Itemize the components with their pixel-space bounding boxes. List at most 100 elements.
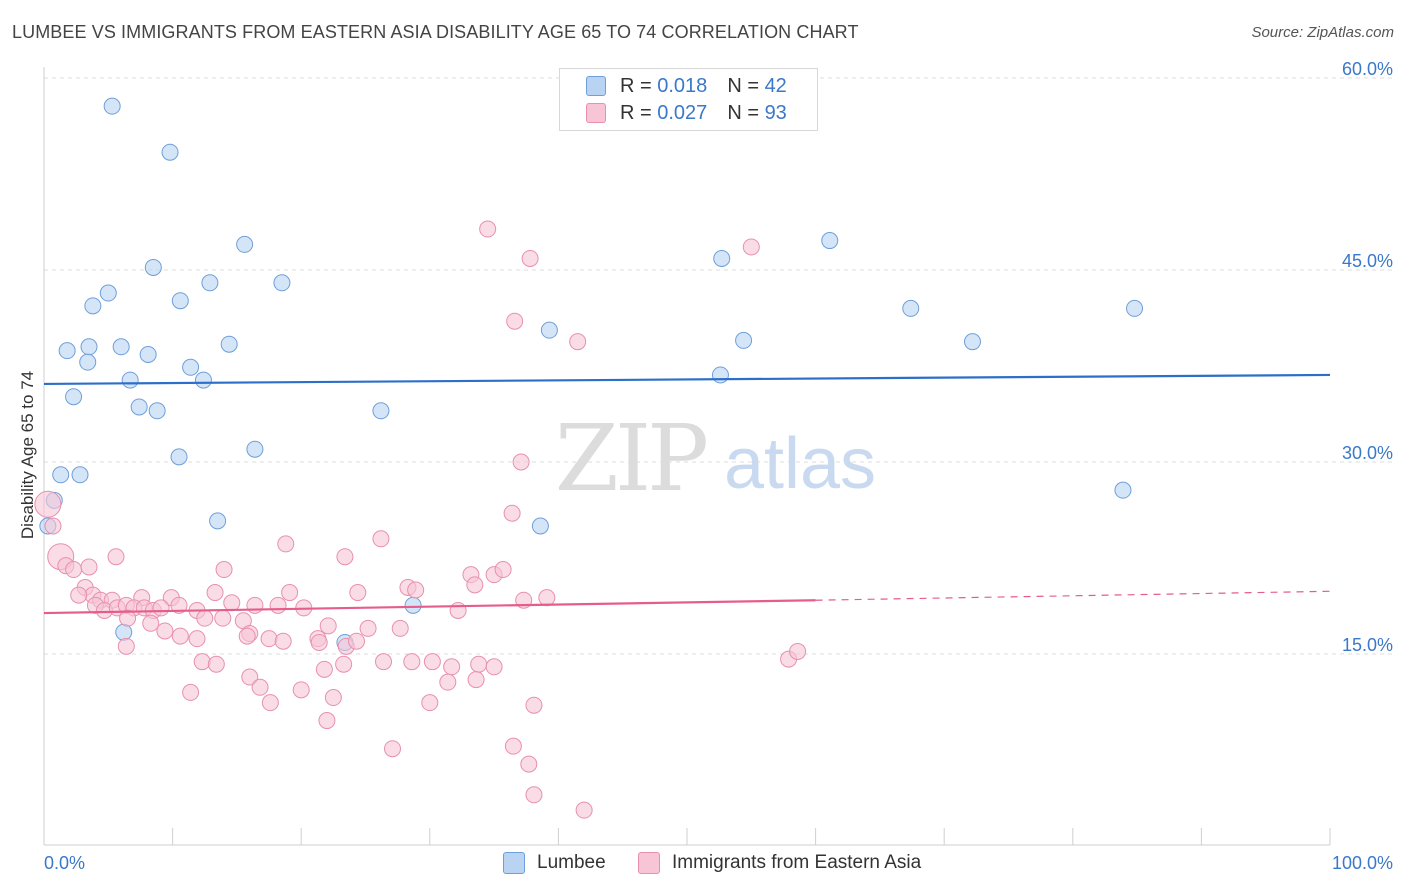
eastern-asia-point bbox=[504, 737, 522, 755]
eastern-asia-trend-line bbox=[43, 599, 816, 615]
eastern-asia-point bbox=[315, 660, 333, 678]
bottom-legend-swatch-eastern-asia bbox=[638, 852, 660, 874]
lumbee-point bbox=[273, 274, 291, 292]
eastern-asia-point bbox=[223, 594, 241, 612]
lumbee-point bbox=[540, 321, 558, 339]
eastern-asia-point bbox=[246, 596, 264, 614]
legend-n-label: N = bbox=[727, 101, 759, 124]
watermark: ZIP atlas bbox=[555, 405, 876, 512]
eastern-asia-point bbox=[65, 561, 83, 579]
eastern-asia-point bbox=[292, 681, 310, 699]
eastern-asia-point bbox=[207, 655, 225, 673]
lumbee-point bbox=[1126, 299, 1144, 317]
bottom-legend-lumbee: Lumbee bbox=[503, 852, 606, 874]
lumbee-point bbox=[148, 402, 166, 420]
lumbee-point bbox=[115, 623, 133, 641]
lumbee-point bbox=[144, 258, 162, 276]
y-axis-label: Disability Age 65 to 74 bbox=[18, 370, 37, 540]
eastern-asia-point bbox=[281, 584, 299, 602]
lumbee-point bbox=[963, 333, 981, 351]
lumbee-point bbox=[84, 297, 102, 315]
x-tick-label: 0.0% bbox=[44, 853, 85, 873]
y-tick-label: 15.0% bbox=[1342, 635, 1393, 655]
eastern-asia-point bbox=[569, 333, 587, 351]
eastern-asia-point bbox=[359, 619, 377, 637]
eastern-asia-point bbox=[70, 586, 88, 604]
eastern-asia-point bbox=[269, 596, 287, 614]
chart-title: LUMBEE VS IMMIGRANTS FROM EASTERN ASIA D… bbox=[12, 22, 859, 42]
legend-row-eastern-asia: R = 0.027 N = 93 bbox=[586, 100, 787, 126]
watermark-zip: ZIP bbox=[555, 405, 706, 512]
source-note: Source: ZipAtlas.com bbox=[1251, 24, 1394, 41]
eastern-asia-point bbox=[196, 609, 214, 627]
lumbee-point bbox=[735, 331, 753, 349]
data-points bbox=[34, 97, 1144, 819]
eastern-asia-point bbox=[170, 596, 188, 614]
correlation-legend: R = 0.018 N = 42 R = 0.027 N = 93 bbox=[559, 68, 818, 131]
lumbee-point bbox=[182, 358, 200, 376]
lumbee-point bbox=[1114, 481, 1132, 499]
eastern-asia-point bbox=[503, 504, 521, 522]
y-tick-label: 30.0% bbox=[1342, 443, 1393, 463]
legend-r-label: R = bbox=[620, 101, 652, 124]
lumbee-point bbox=[99, 284, 117, 302]
eastern-asia-point bbox=[319, 617, 337, 635]
eastern-asia-point bbox=[241, 668, 259, 686]
lumbee-point bbox=[58, 342, 76, 360]
legend-swatch-lumbee bbox=[586, 76, 606, 96]
tick-labels: 15.0% 30.0% 45.0% 60.0% 0.0% 100.0% bbox=[44, 59, 1393, 873]
lumbee-point bbox=[372, 402, 390, 420]
legend-r-value: 0.018 bbox=[657, 74, 708, 97]
eastern-asia-point bbox=[479, 220, 497, 238]
lumbee-point bbox=[139, 345, 157, 363]
lumbee-point bbox=[161, 143, 179, 161]
eastern-asia-point bbox=[206, 584, 224, 602]
eastern-asia-point bbox=[391, 619, 409, 637]
eastern-asia-point bbox=[119, 609, 137, 627]
eastern-asia-point bbox=[512, 453, 530, 471]
eastern-asia-point bbox=[274, 632, 292, 650]
eastern-asia-point bbox=[182, 683, 200, 701]
eastern-asia-point bbox=[520, 755, 538, 773]
eastern-asia-point bbox=[193, 653, 211, 671]
lumbee-point bbox=[170, 448, 188, 466]
eastern-asia-point bbox=[261, 694, 279, 712]
lumbee-point bbox=[65, 388, 83, 406]
lumbee-point bbox=[821, 232, 839, 250]
watermark-atlas: atlas bbox=[724, 424, 876, 504]
lumbee-point bbox=[79, 353, 97, 371]
bottom-legend-eastern-asia: Immigrants from Eastern Asia bbox=[638, 852, 921, 874]
eastern-asia-point bbox=[421, 694, 439, 712]
lumbee-point bbox=[80, 338, 98, 356]
eastern-asia-point bbox=[34, 490, 62, 518]
eastern-asia-point bbox=[260, 630, 278, 648]
eastern-asia-point bbox=[318, 712, 336, 730]
grid-lines bbox=[44, 77, 1393, 655]
eastern-asia-point bbox=[575, 801, 593, 819]
lumbee-point bbox=[246, 440, 264, 458]
lumbee-point bbox=[220, 335, 238, 353]
eastern-asia-point bbox=[171, 627, 189, 645]
eastern-asia-point bbox=[324, 689, 342, 707]
lumbee-point bbox=[201, 274, 219, 292]
eastern-asia-point bbox=[152, 599, 170, 617]
eastern-asia-point bbox=[525, 786, 543, 804]
eastern-asia-point bbox=[521, 249, 539, 267]
y-tick-label: 60.0% bbox=[1342, 59, 1393, 79]
legend-n-value: 93 bbox=[764, 101, 787, 124]
eastern-asia-point bbox=[277, 535, 295, 553]
lumbee-point bbox=[112, 338, 130, 356]
legend-r-value: 0.027 bbox=[657, 101, 708, 124]
bottom-legend-label-eastern-asia: Immigrants from Eastern Asia bbox=[672, 852, 922, 873]
eastern-asia-point bbox=[407, 581, 425, 599]
y-tick-label: 45.0% bbox=[1342, 251, 1393, 271]
eastern-asia-point bbox=[44, 517, 62, 535]
eastern-asia-point bbox=[375, 653, 393, 671]
eastern-asia-point bbox=[439, 673, 457, 691]
lumbee-point bbox=[236, 235, 254, 253]
eastern-asia-point bbox=[251, 678, 269, 696]
eastern-asia-point bbox=[384, 740, 402, 758]
lumbee-point bbox=[404, 596, 422, 614]
legend-row-lumbee: R = 0.018 N = 42 bbox=[586, 73, 787, 99]
lumbee-point bbox=[194, 371, 212, 389]
